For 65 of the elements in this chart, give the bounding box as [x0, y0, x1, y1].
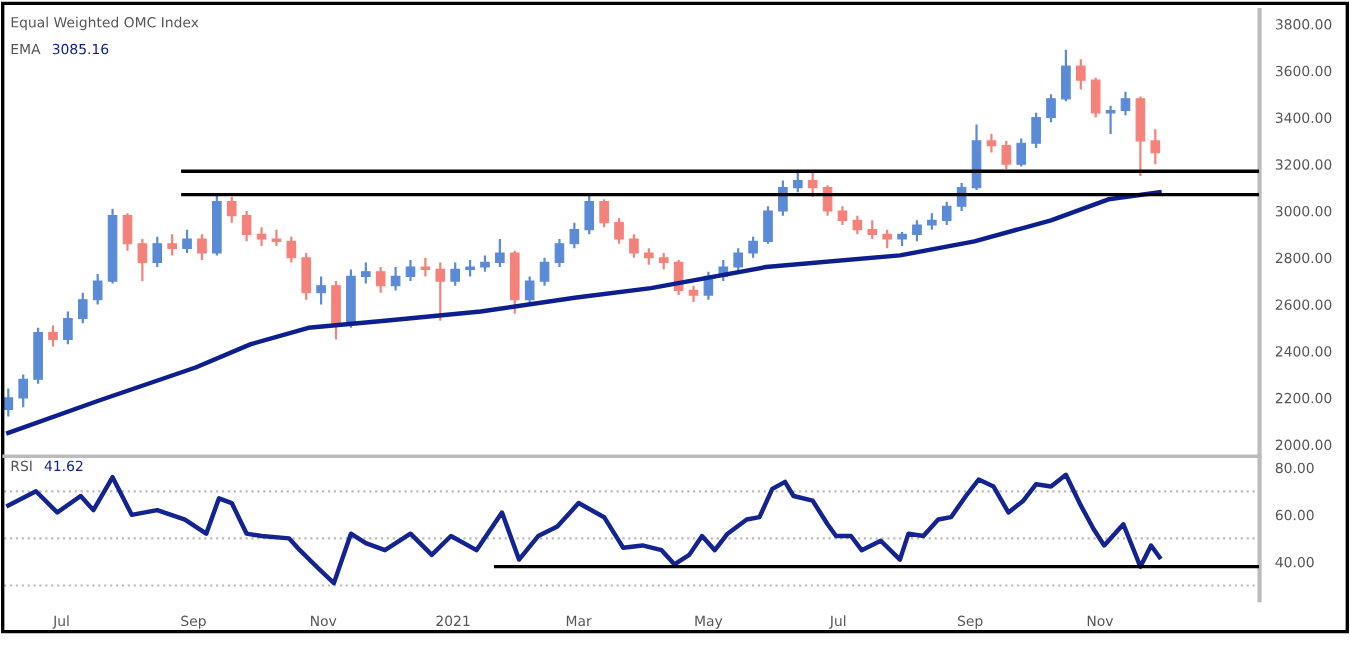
candlestick — [569, 221, 580, 250]
candlestick — [1105, 104, 1116, 136]
candlestick — [450, 261, 460, 287]
candlestick — [1031, 111, 1041, 150]
candlestick — [122, 212, 133, 252]
candlestick — [271, 228, 282, 248]
candlestick — [420, 256, 431, 278]
candlestick — [226, 195, 237, 224]
candlestick — [882, 228, 892, 250]
candlestick — [182, 228, 192, 255]
candlestick — [286, 235, 297, 264]
candlestick — [1090, 76, 1101, 119]
line-series — [6, 190, 1162, 436]
candlestick — [137, 237, 148, 283]
candlestick — [331, 279, 341, 341]
candlestick — [524, 275, 535, 306]
candlestick — [778, 179, 788, 217]
candlestick — [852, 214, 863, 236]
candlestick — [301, 251, 312, 301]
candlestick — [4, 387, 14, 418]
candlestick — [316, 275, 326, 306]
candlestick — [629, 233, 639, 259]
candlestick — [837, 205, 848, 227]
candlestick — [614, 216, 624, 245]
candlestick — [1075, 58, 1086, 91]
candlestick — [733, 247, 744, 273]
candlestick — [167, 233, 177, 257]
candlestick — [390, 265, 401, 292]
candlestick — [435, 261, 446, 322]
candlestick — [986, 132, 997, 154]
candlestick — [197, 233, 207, 262]
candlestick — [495, 237, 505, 269]
candlestick — [1061, 48, 1071, 103]
candlestick — [1150, 128, 1161, 166]
candlestick — [867, 219, 878, 241]
candlestick — [763, 205, 773, 245]
candlestick — [375, 265, 386, 294]
candlestick — [599, 198, 609, 229]
candlestick — [1046, 93, 1056, 124]
candlestick — [346, 268, 356, 329]
candlestick — [792, 170, 803, 194]
candlestick — [1001, 139, 1012, 171]
candlestick — [63, 310, 73, 346]
candlestick — [1120, 90, 1131, 117]
candlestick — [539, 256, 550, 287]
candlestick — [554, 237, 565, 269]
candlestick — [360, 261, 371, 285]
candlestick — [1016, 137, 1027, 168]
candlestick — [748, 235, 758, 259]
candlestick — [807, 170, 818, 199]
candlestick — [152, 235, 163, 269]
candlestick — [48, 324, 58, 348]
candlestick — [92, 272, 103, 306]
candlestick — [33, 326, 43, 385]
candlestick — [256, 226, 267, 248]
candlestick — [584, 193, 595, 236]
candlestick — [941, 200, 952, 227]
candlestick — [912, 219, 922, 243]
candlestick — [509, 249, 520, 315]
candlestick — [1135, 95, 1146, 178]
candlestick — [241, 209, 252, 243]
candlestick — [18, 373, 29, 409]
candlestick — [77, 291, 88, 325]
candlestick — [405, 258, 416, 283]
line-series — [6, 472, 1162, 586]
